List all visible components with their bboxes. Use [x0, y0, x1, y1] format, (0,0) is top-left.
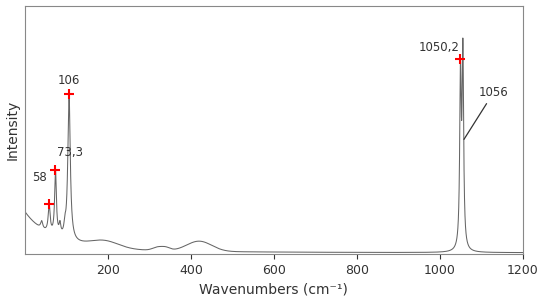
Y-axis label: Intensity: Intensity: [5, 100, 20, 160]
Text: 106: 106: [58, 74, 81, 87]
Text: 58: 58: [32, 172, 47, 185]
X-axis label: Wavenumbers (cm⁻¹): Wavenumbers (cm⁻¹): [200, 282, 348, 297]
Text: 1050,2: 1050,2: [418, 41, 459, 54]
Text: 1056: 1056: [464, 85, 509, 140]
Text: 73,3: 73,3: [57, 146, 83, 159]
